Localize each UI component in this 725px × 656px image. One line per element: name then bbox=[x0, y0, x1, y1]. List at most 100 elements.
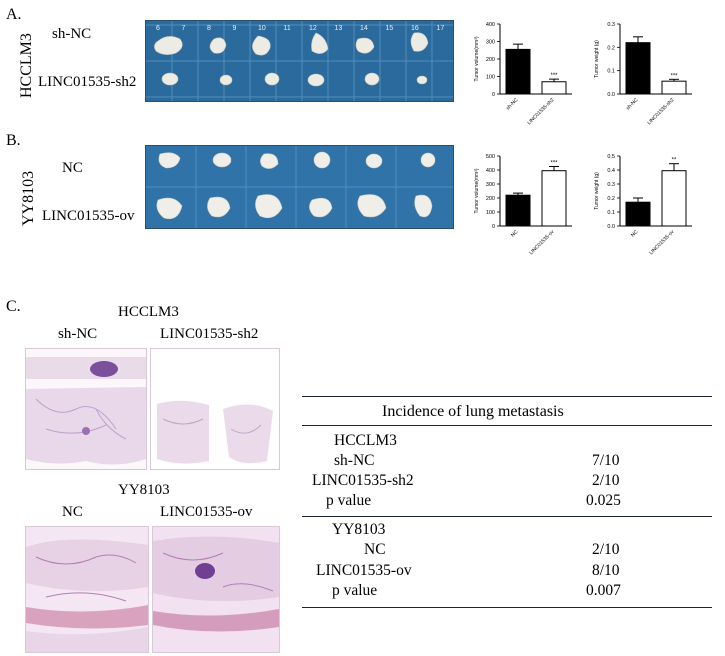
table-row-label: p value bbox=[326, 492, 372, 509]
y-tick-label: 0 bbox=[492, 224, 495, 230]
y-tick-label: 400 bbox=[486, 22, 495, 28]
x-tick-label: sh-NC bbox=[625, 97, 640, 112]
ruler-number: 17 bbox=[437, 25, 445, 32]
y-tick-label: 100 bbox=[486, 210, 495, 216]
ruler-number: 9 bbox=[233, 25, 237, 32]
panel-a-tumor-photo: 6 7 8 9 10 11 12 13 14 15 16 17 bbox=[145, 20, 454, 102]
x-tick-label: NC bbox=[630, 229, 640, 239]
panel-c-group1-left: sh-NC bbox=[58, 326, 98, 342]
y-tick-label: 0.3 bbox=[607, 22, 615, 28]
y-tick-label: 0.4 bbox=[607, 168, 615, 174]
x-tick-label: LINC01535-ov bbox=[528, 229, 555, 256]
ruler-number: 10 bbox=[258, 25, 266, 32]
panel-c-group2-right: LINC01535-ov bbox=[160, 504, 253, 520]
panel-a-row1-label: sh-NC bbox=[52, 26, 92, 42]
x-tick-label: LINC01535-sh2 bbox=[646, 97, 675, 126]
table-block1-header: HCCLM3 bbox=[334, 432, 397, 449]
table-row-value: 2/10 bbox=[592, 472, 620, 489]
bar bbox=[625, 42, 651, 95]
y-tick-label: 200 bbox=[486, 196, 495, 202]
y-tick-label: 0.0 bbox=[607, 224, 615, 230]
y-axis-label: Tumor weight (g) bbox=[594, 40, 600, 78]
panel-c-group1-title: HCCLM3 bbox=[118, 304, 179, 320]
significance-label: *** bbox=[550, 73, 558, 79]
ruler-number: 14 bbox=[360, 25, 368, 32]
panel-c-group2-title: YY8103 bbox=[118, 482, 170, 498]
y-tick-label: 200 bbox=[486, 57, 495, 63]
table-header-rule bbox=[302, 425, 712, 426]
ruler-number: 7 bbox=[182, 25, 186, 32]
ruler-number: 12 bbox=[309, 25, 317, 32]
panel-b-tumor-photo bbox=[145, 145, 454, 229]
table-row-value: 0.025 bbox=[586, 492, 621, 509]
histology-yy8103-linc-ov bbox=[152, 526, 280, 653]
table-row-label: p value bbox=[332, 582, 378, 599]
panel-c-group1-right: LINC01535-sh2 bbox=[160, 326, 259, 342]
chart-b-tumor-volume: Tumor volume(mm³) 0 100 200 300 400 500 NC LINC0… bbox=[474, 154, 572, 256]
table-row-label: sh-NC bbox=[334, 452, 375, 469]
panel-a-row2-label: LINC01535-sh2 bbox=[38, 74, 137, 90]
table-bottom-rule bbox=[302, 607, 712, 608]
ruler-number: 6 bbox=[156, 25, 160, 32]
bar bbox=[661, 170, 687, 227]
table-top-rule bbox=[302, 396, 712, 397]
y-tick-label: 0.0 bbox=[607, 92, 615, 98]
table-row-label: NC bbox=[364, 541, 386, 558]
y-axis-label: Tumor volume(mm³) bbox=[474, 36, 480, 81]
x-tick-label: LINC01535-sh2 bbox=[526, 97, 555, 126]
histology-hcclm3-sh-nc bbox=[25, 348, 147, 470]
table-row-label: LINC01535-ov bbox=[316, 562, 412, 579]
y-tick-label: 0.3 bbox=[607, 182, 615, 188]
x-tick-label: sh-NC bbox=[505, 97, 520, 112]
table-row-value: 2/10 bbox=[592, 541, 620, 558]
bar bbox=[541, 81, 567, 95]
panel-b-cell-line: YY8103 bbox=[20, 170, 37, 226]
ruler-number: 11 bbox=[284, 25, 291, 32]
x-tick-label: LINC01535-ov bbox=[648, 229, 675, 256]
histology-hcclm3-linc-sh2 bbox=[150, 348, 280, 470]
bar bbox=[541, 170, 567, 227]
ruler-number: 8 bbox=[207, 25, 211, 32]
panel-b-row2-label: LINC01535-ov bbox=[42, 208, 135, 224]
y-axis-label: Tumor volume(mm³) bbox=[474, 168, 480, 213]
y-tick-label: 0.1 bbox=[607, 210, 615, 216]
y-tick-label: 0.1 bbox=[607, 69, 615, 75]
y-tick-label: 500 bbox=[486, 154, 495, 160]
y-tick-label: 0 bbox=[492, 92, 495, 98]
panel-a-letter: A. bbox=[6, 6, 22, 23]
x-tick-label: NC bbox=[510, 229, 520, 239]
table-row-value: 8/10 bbox=[592, 562, 620, 579]
panel-b-row1-label: NC bbox=[62, 160, 83, 176]
significance-label: *** bbox=[670, 73, 678, 79]
chart-a-tumor-volume: Tumor volume(mm³) 0 100 200 300 400 sh-NC LINC0… bbox=[474, 22, 572, 126]
histology-yy8103-nc bbox=[25, 526, 149, 653]
y-axis-label: Tumor weight (g) bbox=[594, 172, 600, 210]
y-tick-label: 0.2 bbox=[607, 45, 615, 51]
panel-c-letter: C. bbox=[6, 298, 21, 315]
significance-label: ** bbox=[672, 158, 677, 164]
significance-label: *** bbox=[550, 161, 558, 167]
bar bbox=[505, 194, 531, 227]
panel-c-group2-left: NC bbox=[62, 504, 83, 520]
bar bbox=[625, 201, 651, 227]
ruler-number: 16 bbox=[411, 25, 419, 32]
y-tick-label: 0.2 bbox=[607, 196, 615, 202]
bar bbox=[505, 48, 531, 95]
table-title: Incidence of lung metastasis bbox=[382, 403, 564, 420]
y-tick-label: 300 bbox=[486, 182, 495, 188]
table-row-label: LINC01535-sh2 bbox=[312, 472, 414, 489]
chart-b-tumor-weight: Tumor weight (g) 0.0 0.1 0.2 0.3 0.4 0.5 NC LINC… bbox=[594, 154, 692, 256]
table-row-value: 0.007 bbox=[586, 582, 621, 599]
table-block2-header: YY8103 bbox=[332, 521, 386, 538]
panel-b-letter: B. bbox=[6, 132, 21, 149]
panel-a-cell-line: HCCLM3 bbox=[18, 33, 35, 98]
ruler-number: 15 bbox=[386, 25, 394, 32]
y-tick-label: 400 bbox=[486, 168, 495, 174]
chart-a-tumor-weight: Tumor weight (g) 0.0 0.1 0.2 0.3 sh-NC LINC015… bbox=[594, 22, 692, 126]
y-tick-label: 100 bbox=[486, 75, 495, 81]
table-row-value: 7/10 bbox=[592, 452, 620, 469]
ruler-number: 13 bbox=[335, 25, 343, 32]
table-mid-rule bbox=[302, 516, 712, 517]
y-tick-label: 0.5 bbox=[607, 154, 615, 160]
y-tick-label: 300 bbox=[486, 40, 495, 46]
